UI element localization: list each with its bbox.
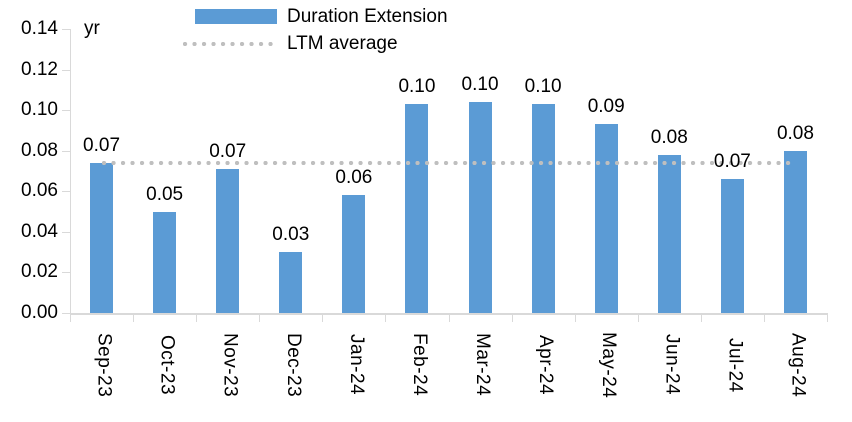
bar-sep-23	[90, 162, 114, 313]
y-tick-label: 0.00	[21, 302, 58, 323]
y-tick-label: 0.02	[21, 261, 58, 283]
x-category-label: May-24	[598, 331, 620, 399]
bar-value-label: 0.09	[587, 96, 625, 118]
y-tick-mark	[62, 110, 70, 112]
bar-feb-24	[405, 104, 429, 313]
bar-value-label: 0.07	[83, 134, 121, 156]
bar-jun-24	[657, 154, 681, 313]
bar-value-label: 0.03	[272, 224, 310, 246]
bar-oct-23	[153, 211, 177, 313]
y-tick-mark	[62, 191, 70, 193]
bar-value-label: 0.06	[335, 167, 373, 189]
legend-item-duration-extension: Duration Extension	[183, 3, 448, 30]
y-tick-mark	[62, 150, 70, 152]
x-tick-mark	[763, 315, 765, 322]
bar-mar-24	[468, 102, 492, 313]
x-category-label: Feb-24	[408, 333, 430, 397]
y-tick-mark	[62, 69, 70, 71]
x-category-label: Jul-24	[724, 337, 746, 393]
legend-dotted-line-swatch-icon	[183, 41, 277, 46]
bar-value-label: 0.10	[524, 76, 562, 98]
x-tick-mark	[574, 315, 576, 322]
legend-avg-label: LTM average	[287, 33, 398, 54]
bar-value-label: 0.10	[461, 74, 499, 96]
x-tick-mark	[259, 315, 261, 322]
x-category-label: Aug-24	[787, 332, 809, 398]
bar-value-label: 0.07	[713, 151, 751, 173]
x-category-label: Dec-23	[282, 332, 304, 398]
x-category-label: Sep-23	[93, 332, 115, 398]
x-category-label: Apr-24	[535, 334, 557, 396]
x-tick-mark	[637, 315, 639, 322]
bar-value-label: 0.10	[398, 76, 436, 98]
bar-dec-23	[279, 252, 303, 313]
y-tick-label: 0.08	[21, 139, 58, 161]
ltm-average-line	[101, 160, 796, 165]
bar-may-24	[594, 124, 618, 313]
x-category-label: Jun-24	[661, 334, 683, 396]
bar-value-label: 0.07	[209, 140, 247, 162]
x-tick-mark	[700, 315, 702, 322]
x-tick-mark	[322, 315, 324, 322]
y-tick-mark	[62, 272, 70, 274]
y-axis-line	[70, 29, 71, 314]
x-category-label: Jan-24	[345, 334, 367, 396]
x-tick-mark	[133, 315, 135, 322]
y-tick-mark	[62, 231, 70, 233]
bar-aug-24	[783, 150, 807, 313]
x-tick-mark	[70, 315, 71, 322]
bar-apr-24	[531, 104, 555, 313]
legend-series-label: Duration Extension	[287, 6, 448, 27]
bar-value-label: 0.08	[776, 122, 814, 144]
legend-item-ltm-average: LTM average	[183, 30, 448, 57]
x-tick-mark	[196, 315, 198, 322]
bar-jul-24	[720, 179, 744, 313]
x-axis-line	[70, 313, 828, 315]
x-tick-mark	[448, 315, 450, 322]
y-tick-mark	[62, 29, 70, 30]
x-tick-mark	[511, 315, 513, 322]
bar-value-label: 0.05	[146, 183, 184, 205]
x-tick-mark	[385, 315, 387, 322]
y-tick-label: 0.12	[21, 58, 58, 80]
y-axis-unit-label: yr	[84, 18, 100, 39]
legend: Duration Extension LTM average	[183, 3, 448, 57]
bar-nov-23	[216, 168, 240, 313]
bar-jan-24	[342, 195, 366, 313]
x-category-label: Mar-24	[472, 333, 494, 397]
legend-bar-swatch-icon	[195, 9, 277, 24]
bar-value-label: 0.08	[650, 126, 688, 148]
y-tick-mark	[62, 313, 70, 314]
y-tick-label: 0.04	[21, 220, 58, 242]
x-category-label: Nov-23	[219, 332, 241, 398]
x-tick-mark	[827, 315, 828, 322]
y-tick-label: 0.10	[21, 99, 58, 121]
y-tick-label: 0.06	[21, 180, 58, 202]
y-tick-label: 0.14	[21, 18, 58, 39]
x-category-label: Oct-23	[156, 334, 178, 396]
